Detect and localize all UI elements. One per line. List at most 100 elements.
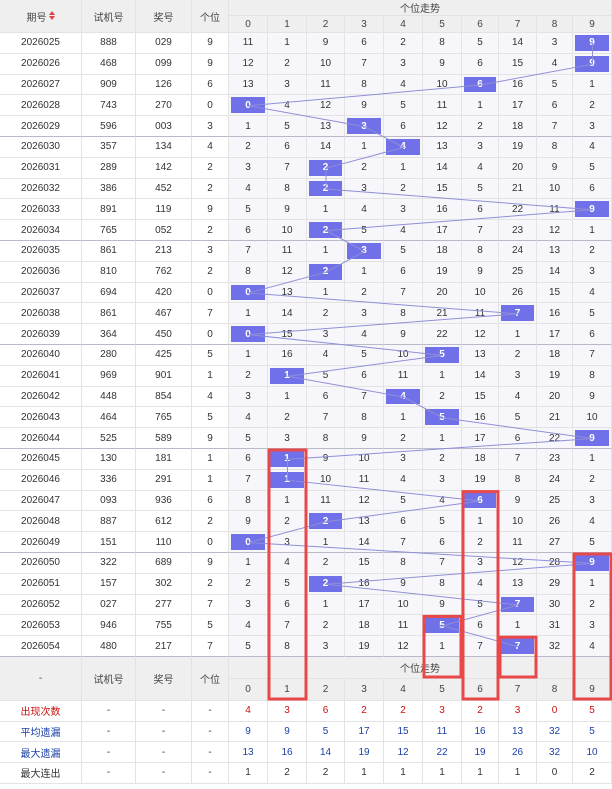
- row-prize: 302: [136, 573, 192, 595]
- row-unit: 5: [192, 615, 229, 637]
- omission-value: 1: [499, 324, 537, 345]
- trend-cell: 0: [229, 95, 268, 117]
- omission-value: 9: [384, 573, 423, 595]
- stat-value: 6: [307, 701, 345, 722]
- stat-value: 15: [384, 721, 423, 743]
- stat-value: 4: [229, 701, 268, 722]
- stat-dash: -: [136, 701, 192, 722]
- row-trial: 093: [82, 490, 136, 512]
- row-prize: 755: [136, 615, 192, 637]
- hit-marker: 5: [425, 409, 459, 426]
- omission-value: 12: [268, 261, 307, 283]
- omission-value: 7: [345, 386, 384, 408]
- omission-value: 3: [307, 636, 345, 657]
- omission-value: 6: [462, 199, 499, 221]
- trend-cell: 2: [307, 178, 345, 200]
- omission-value: 3: [268, 532, 307, 553]
- header-digit-1: 1: [268, 16, 307, 33]
- trend-cell: 7: [499, 594, 537, 616]
- omission-value: 9: [462, 261, 499, 283]
- stat-value: 2: [384, 701, 423, 722]
- omission-value: 8: [499, 469, 537, 491]
- omission-value: 4: [384, 74, 423, 96]
- trend-cell: 3: [345, 241, 384, 262]
- omission-value: 2: [229, 573, 268, 595]
- footer-digit-4: 4: [384, 679, 423, 701]
- omission-value: 6: [384, 261, 423, 283]
- row-trial: 280: [82, 345, 136, 366]
- omission-value: 13: [345, 511, 384, 533]
- omission-value: 4: [268, 95, 307, 117]
- row-prize: 134: [136, 137, 192, 158]
- row-prize: 452: [136, 178, 192, 200]
- row-period: 2026051: [0, 573, 82, 595]
- omission-value: 8: [307, 428, 345, 449]
- stat-value: 1: [229, 763, 268, 784]
- omission-value: 7: [537, 116, 573, 137]
- omission-value: 1: [307, 532, 345, 553]
- omission-value: 4: [384, 469, 423, 491]
- hit-marker: 6: [464, 492, 496, 509]
- omission-value: 1: [268, 386, 307, 408]
- row-period: 2026046: [0, 469, 82, 491]
- omission-value: 5: [345, 345, 384, 366]
- header-digit-7: 7: [499, 16, 537, 33]
- omission-value: 20: [423, 282, 462, 304]
- omission-value: 4: [573, 137, 612, 158]
- omission-value: 5: [268, 573, 307, 595]
- omission-value: 9: [384, 324, 423, 345]
- row-trial: 596: [82, 116, 136, 137]
- row-trial: 468: [82, 53, 136, 75]
- omission-value: 11: [462, 303, 499, 325]
- stat-value: 9: [229, 721, 268, 743]
- stat-dash: -: [136, 763, 192, 784]
- omission-value: 6: [307, 386, 345, 408]
- omission-value: 8: [345, 407, 384, 429]
- header-digit-5: 5: [423, 16, 462, 33]
- omission-value: 9: [345, 95, 384, 117]
- omission-value: 6: [573, 178, 612, 200]
- omission-value: 1: [229, 345, 268, 366]
- omission-value: 5: [268, 116, 307, 137]
- header-period[interactable]: 期号: [0, 0, 82, 33]
- omission-value: 4: [229, 615, 268, 637]
- omission-value: 8: [423, 33, 462, 54]
- row-period: 2026047: [0, 490, 82, 512]
- row-trial: 887: [82, 511, 136, 533]
- stat-value: 5: [573, 721, 612, 743]
- hit-marker: 4: [386, 139, 420, 155]
- header-digit-4: 4: [384, 16, 423, 33]
- row-period: 2026026: [0, 53, 82, 75]
- omission-value: 16: [423, 199, 462, 221]
- stat-dash: -: [192, 742, 229, 764]
- trend-cell: 2: [307, 157, 345, 179]
- stat-value: 14: [307, 742, 345, 764]
- omission-value: 4: [423, 490, 462, 512]
- omission-value: 16: [268, 345, 307, 366]
- omission-value: 18: [499, 116, 537, 137]
- omission-value: 2: [307, 303, 345, 325]
- header-trial: 试机号: [82, 0, 136, 33]
- omission-value: 16: [537, 303, 573, 325]
- omission-value: 9: [229, 511, 268, 533]
- omission-value: 13: [307, 116, 345, 137]
- hit-marker: 2: [309, 159, 342, 176]
- omission-value: 8: [229, 261, 268, 283]
- sort-icon[interactable]: [48, 11, 55, 21]
- omission-value: 9: [423, 53, 462, 75]
- stat-value: 10: [573, 742, 612, 764]
- omission-value: 8: [268, 178, 307, 200]
- trend-cell: 3: [345, 116, 384, 137]
- hit-marker: 3: [347, 243, 381, 259]
- omission-value: 2: [384, 428, 423, 449]
- row-unit: 2: [192, 157, 229, 179]
- stat-label: 最大连出: [0, 763, 82, 784]
- trend-cell: 0: [229, 532, 268, 553]
- footer-unit: 个位: [192, 657, 229, 701]
- omission-value: 2: [499, 345, 537, 366]
- footer-digit-2: 2: [307, 679, 345, 701]
- trend-cell: 5: [423, 407, 462, 429]
- stat-value: 5: [573, 701, 612, 722]
- omission-value: 3: [462, 137, 499, 158]
- omission-value: 5: [573, 532, 612, 553]
